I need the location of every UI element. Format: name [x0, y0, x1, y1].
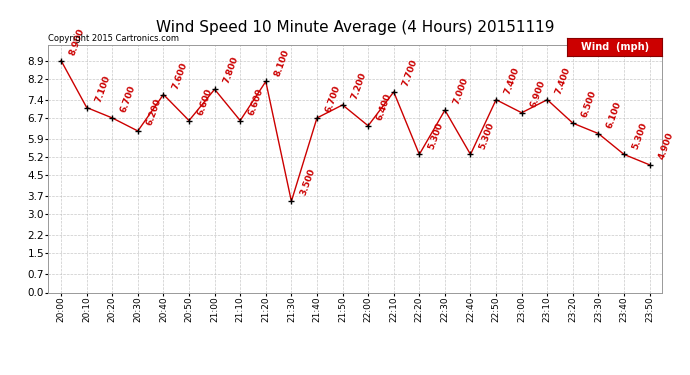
Text: 5.300: 5.300: [477, 121, 495, 150]
Text: 6.400: 6.400: [375, 92, 393, 122]
Text: 8.900: 8.900: [68, 27, 86, 57]
Text: 6.700: 6.700: [324, 84, 342, 114]
Text: Copyright 2015 Cartronics.com: Copyright 2015 Cartronics.com: [48, 33, 179, 42]
Text: 7.400: 7.400: [554, 66, 573, 96]
Text: 6.100: 6.100: [605, 100, 624, 129]
Title: Wind Speed 10 Minute Average (4 Hours) 20151119: Wind Speed 10 Minute Average (4 Hours) 2…: [156, 20, 555, 35]
Text: 6.600: 6.600: [196, 87, 214, 116]
Text: 3.500: 3.500: [298, 168, 317, 197]
Text: 5.300: 5.300: [426, 121, 444, 150]
Text: 7.000: 7.000: [452, 76, 470, 106]
Text: 7.400: 7.400: [503, 66, 521, 96]
Text: 6.600: 6.600: [247, 87, 265, 116]
Text: 6.200: 6.200: [145, 97, 163, 127]
Text: 6.900: 6.900: [529, 79, 546, 109]
Text: 6.700: 6.700: [119, 84, 137, 114]
Text: 5.300: 5.300: [631, 121, 649, 150]
Text: 7.200: 7.200: [350, 71, 368, 101]
Text: 4.900: 4.900: [657, 131, 675, 160]
Text: 7.800: 7.800: [221, 56, 239, 85]
Text: 8.100: 8.100: [273, 48, 290, 77]
Text: 7.700: 7.700: [401, 58, 419, 88]
Text: 7.600: 7.600: [170, 61, 188, 90]
Text: 7.100: 7.100: [94, 74, 112, 104]
Text: 6.500: 6.500: [580, 90, 598, 119]
